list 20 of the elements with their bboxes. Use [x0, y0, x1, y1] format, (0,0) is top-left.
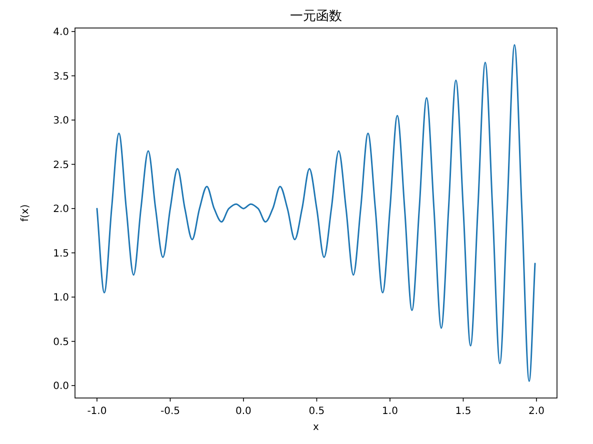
- y-tick-label: 2.5: [53, 160, 69, 171]
- y-tick-label: 2.0: [53, 204, 69, 216]
- y-tick-label: 0.5: [53, 336, 69, 348]
- x-tick-label: -0.5: [160, 406, 180, 417]
- y-tick-label: 0.0: [53, 381, 69, 392]
- line-series: [96, 44, 536, 382]
- x-axis-title: x: [313, 422, 320, 433]
- y-tick-label: 1.0: [53, 292, 69, 304]
- x-tick-label: 0.0: [236, 406, 252, 417]
- x-tick-label: 0.5: [308, 406, 325, 417]
- x-tick-label: 1.0: [382, 406, 398, 417]
- x-tick-label: -1.0: [87, 406, 107, 417]
- chart-title: 一元函数: [290, 9, 342, 24]
- y-tick-label: 1.5: [53, 248, 69, 260]
- x-tick-label: 1.5: [455, 406, 472, 417]
- y-tick-label: 4.0: [53, 27, 69, 38]
- y-tick-label: 3.0: [53, 116, 69, 127]
- y-axis-title: f(x): [20, 204, 31, 222]
- y-tick-label: 3.5: [53, 71, 69, 82]
- x-tick-label: 2.0: [528, 406, 544, 417]
